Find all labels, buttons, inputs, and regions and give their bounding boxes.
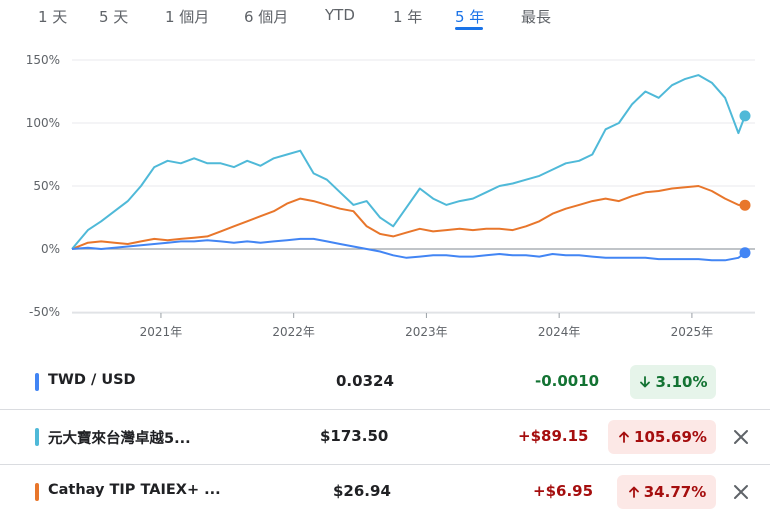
series-end-point-2 [739,199,751,211]
x-tick-label: 2025年 [671,325,714,339]
y-tick-label: 50% [33,179,60,193]
tab-5-days[interactable]: 5 天 [99,8,129,26]
series-end-markers [739,110,751,259]
series-line-0 [71,237,746,262]
divider [0,464,770,465]
y-tick-label: -50% [29,305,60,319]
x-tick-label: 2023年 [405,325,448,339]
legend-row-yuanta-etf[interactable]: 元大寶來台灣卓越5... $173.50 +$89.15 105.69% [0,410,780,464]
tab-max[interactable]: 最長 [521,8,552,26]
tab-1-year[interactable]: 1 年 [393,8,423,26]
comparison-line-chart: 150%100%50%0%-50% 2021年 2022年 2023年 2024年 20… [26,53,755,339]
series-price: $26.94 [333,482,391,500]
x-tick-label: 2021年 [140,325,183,339]
tab-ytd[interactable]: YTD [325,6,355,24]
percent-change-badge: 34.77% [617,475,716,509]
series-line-1 [71,74,746,250]
tab-6-months[interactable]: 6 個月 [244,8,289,26]
percent-change-badge: 105.69% [608,420,716,454]
tab-5-years[interactable]: 5 年 [455,8,485,26]
series-change: +$6.95 [533,482,594,500]
percent-change-value: 34.77% [643,483,707,501]
chart-series [71,74,746,262]
tab-1-month[interactable]: 1 個月 [165,8,210,26]
percent-change-value: 3.10% [655,373,708,391]
series-name: Cathay TIP TAIEX+ ... [48,482,221,498]
close-icon[interactable] [729,425,753,449]
time-range-tabs: 1 天 5 天 1 個月 6 個月 YTD 1 年 5 年 最長 [0,0,780,34]
legend-row-twd-usd[interactable]: TWD / USD 0.0324 -0.0010 3.10% [0,355,780,409]
percent-change-badge: 3.10% [630,365,716,399]
x-axis-labels: 2021年 2022年 2023年 2024年 2025年 [140,325,714,339]
series-end-point-0 [739,247,751,259]
y-tick-label: 0% [41,242,60,256]
series-change: +$89.15 [518,427,589,445]
series-name: TWD / USD [48,372,136,388]
series-end-point-1 [739,110,751,122]
y-axis-labels: 150% 100% 50% 0% -50% [26,53,60,319]
y-tick-label: 100% [26,116,60,130]
close-icon[interactable] [729,480,753,504]
series-name: 元大寶來台灣卓越5... [48,431,191,447]
arrow-down-icon [640,376,651,388]
x-tick-label: 2022年 [272,325,315,339]
percent-change-value: 105.69% [634,428,707,446]
chart-gridlines [72,59,755,318]
active-tab-indicator [455,27,483,30]
series-price: $173.50 [320,427,389,445]
tab-1-day[interactable]: 1 天 [38,8,68,26]
y-tick-label: 150% [26,53,60,67]
divider [0,409,770,410]
legend-row-cathay-etf[interactable]: Cathay TIP TAIEX+ ... $26.94 +$6.95 34.7… [0,465,780,519]
series-color-swatch [35,483,39,501]
series-price: 0.0324 [336,372,394,390]
arrow-up-icon [619,431,629,443]
series-line-2 [71,185,746,250]
x-tick-label: 2024年 [538,325,581,339]
series-color-swatch [35,373,39,391]
series-change: -0.0010 [535,372,600,390]
series-color-swatch [35,428,39,446]
arrow-up-icon [628,486,639,498]
